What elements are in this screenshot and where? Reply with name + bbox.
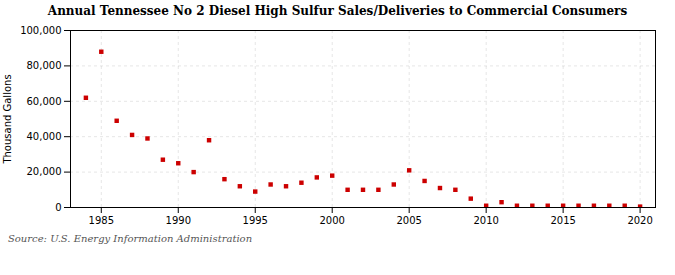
html-text:Annual Tennessee No 2 Diesel H: Annual Tennessee No 2 Diesel High Sulfur… xyxy=(47,4,628,18)
html-text:Source: U.S. Energy Informatio: Source: U.S. Energy Information Administ… xyxy=(8,233,253,244)
svg-text:2015: 2015 xyxy=(550,215,575,226)
svg-text:2010: 2010 xyxy=(473,215,498,226)
svg-text:2000: 2000 xyxy=(319,215,344,226)
svg-text:20,000: 20,000 xyxy=(27,166,62,177)
svg-text:0: 0 xyxy=(55,202,61,213)
svg-text:40,000: 40,000 xyxy=(27,131,62,142)
svg-text:Thousand Gallons: Thousand Gallons xyxy=(2,74,13,164)
svg-text:100,000: 100,000 xyxy=(20,25,61,36)
svg-text:1985: 1985 xyxy=(89,215,114,226)
svg-text:1990: 1990 xyxy=(166,215,191,226)
svg-text:60,000: 60,000 xyxy=(27,96,62,107)
svg-text:80,000: 80,000 xyxy=(27,60,62,71)
svg-text:1995: 1995 xyxy=(243,215,268,226)
svg-text:2020: 2020 xyxy=(627,215,652,226)
svg-text:2005: 2005 xyxy=(396,215,421,226)
